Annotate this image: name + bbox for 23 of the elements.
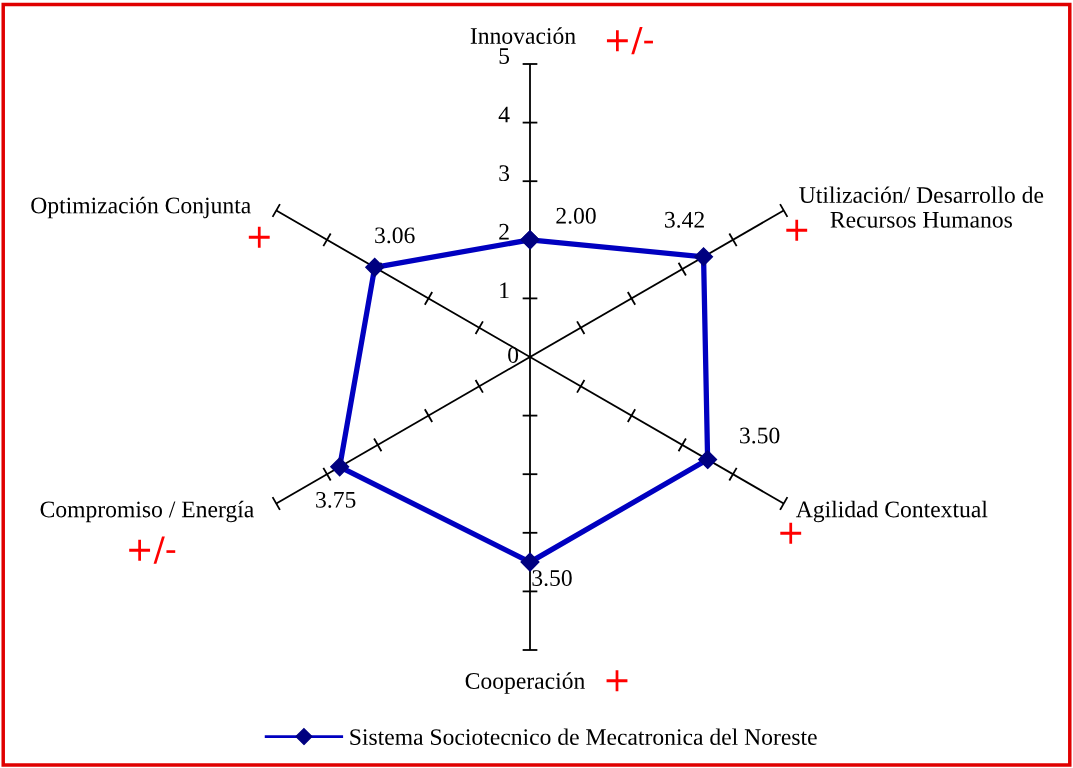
data-label: 3.50	[532, 570, 572, 587]
legend-label: Sistema Sociotecnico de Mecatronica del Noreste	[350, 728, 817, 746]
data-label: 2.00	[556, 207, 596, 224]
text: +	[780, 522, 802, 544]
y-tick-label: 2	[499, 223, 509, 240]
spoke-label: Optimización Conjunta	[31, 196, 251, 219]
y-tick-label: 1	[500, 282, 509, 299]
text: +/-	[129, 536, 176, 564]
spoke-label: Innovación	[470, 27, 576, 44]
text: +	[248, 226, 270, 248]
text: +/-	[606, 26, 653, 55]
y-tick-label: 0	[508, 346, 519, 363]
data-label: 3.06	[375, 227, 415, 244]
y-tick-label: 5	[499, 48, 510, 64]
spoke-label: Agilidad Contextual	[795, 500, 988, 523]
y-tick-label: 4	[498, 106, 510, 123]
data-label: 3.42	[665, 211, 704, 228]
spoke-label: Compromiso / Energía	[40, 500, 254, 523]
data-label: 3.50	[740, 427, 780, 444]
data-label: 3.75	[316, 491, 356, 508]
text: +	[606, 670, 628, 692]
spoke-label: Cooperación	[465, 672, 585, 694]
y-tick-label: 3	[499, 165, 510, 182]
